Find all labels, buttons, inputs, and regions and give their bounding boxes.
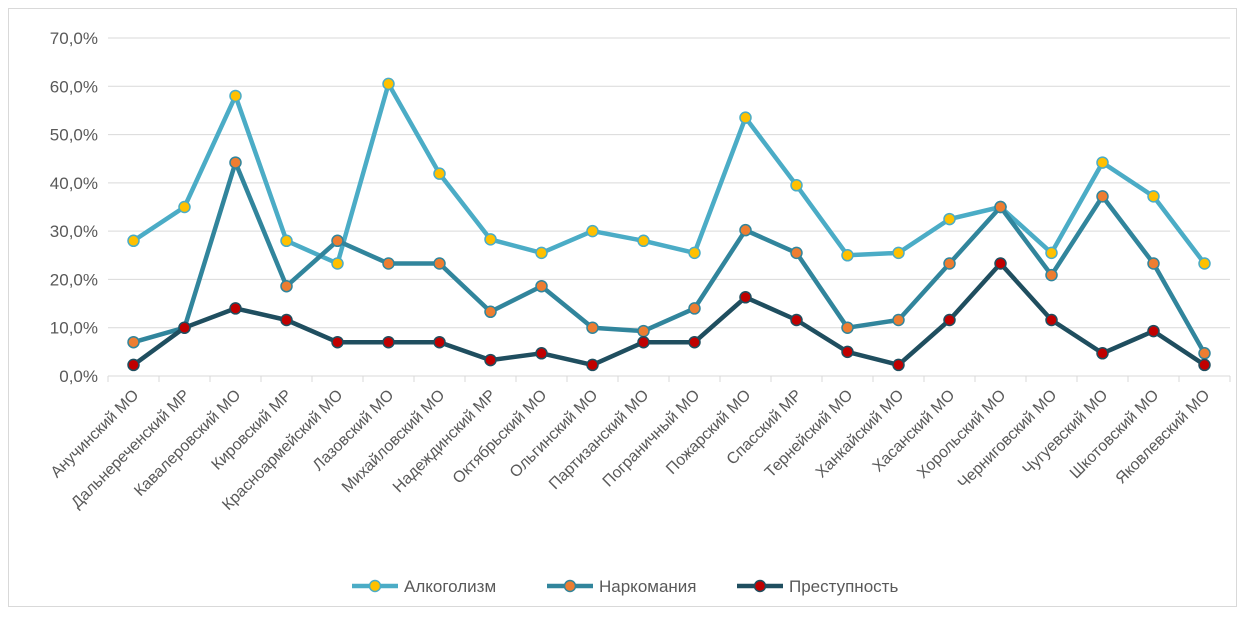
data-point — [1198, 257, 1211, 270]
y-tick-label: 50,0% — [50, 126, 98, 145]
data-point — [280, 279, 293, 293]
legend-item: Алкоголизм — [352, 577, 496, 596]
data-point — [127, 358, 140, 372]
data-point — [331, 257, 344, 270]
series-group — [127, 77, 1211, 270]
data-point — [382, 77, 395, 91]
y-tick-label: 30,0% — [50, 222, 98, 241]
data-point — [943, 257, 956, 270]
data-point — [178, 200, 191, 214]
y-tick-label: 40,0% — [50, 174, 98, 193]
y-tick-label: 10,0% — [50, 319, 98, 338]
data-point — [1147, 257, 1160, 270]
data-point — [739, 291, 752, 304]
data-point — [1045, 268, 1058, 282]
data-point — [586, 321, 599, 334]
data-point — [688, 302, 701, 315]
data-point — [1045, 313, 1058, 327]
series-lines — [127, 77, 1211, 372]
data-point — [535, 347, 548, 360]
data-point — [1198, 347, 1211, 360]
data-point — [841, 345, 854, 359]
series-line — [131, 160, 1207, 356]
data-point — [637, 234, 650, 248]
gridlines — [108, 37, 1230, 377]
legend-marker-swatch — [368, 579, 382, 593]
legend-marker-swatch — [753, 579, 767, 593]
data-point — [433, 257, 446, 270]
chart-border — [8, 8, 1237, 607]
data-point — [280, 313, 293, 327]
data-point — [535, 246, 548, 260]
legend-item: Наркомания — [547, 577, 697, 596]
data-point — [739, 223, 752, 237]
data-point — [586, 358, 599, 372]
y-tick-label: 70,0% — [50, 29, 98, 48]
data-point — [433, 167, 446, 180]
data-point — [994, 200, 1007, 214]
y-tick-label: 0,0% — [59, 367, 98, 386]
data-point — [790, 246, 803, 260]
legend-marker-swatch — [563, 579, 577, 593]
data-point — [841, 321, 854, 334]
data-point — [433, 335, 446, 349]
data-point — [943, 313, 956, 327]
series-group — [127, 156, 1211, 360]
data-point — [382, 257, 395, 270]
data-point — [739, 111, 752, 124]
data-point — [688, 335, 701, 349]
data-point — [688, 246, 701, 260]
y-tick-label: 60,0% — [50, 77, 98, 96]
data-point — [1096, 347, 1109, 360]
data-point — [127, 335, 140, 349]
data-point — [382, 335, 395, 349]
data-point — [229, 302, 242, 315]
data-point — [331, 234, 344, 248]
data-point — [841, 249, 854, 262]
data-point — [484, 305, 497, 319]
data-point — [892, 313, 905, 327]
y-tick-label: 20,0% — [50, 270, 98, 289]
data-point — [1096, 156, 1109, 169]
data-point — [331, 335, 344, 349]
data-point — [1198, 358, 1211, 372]
legend: Алкоголизм Наркомания Преступность — [352, 577, 898, 596]
data-point — [229, 89, 242, 103]
legend-label: Наркомания — [599, 577, 697, 596]
data-point — [1147, 324, 1160, 338]
data-point — [637, 324, 650, 338]
series-line — [131, 261, 1207, 368]
data-point — [178, 321, 191, 334]
series-line — [131, 81, 1207, 266]
data-point — [1045, 246, 1058, 260]
data-point — [484, 353, 497, 367]
legend-item: Преступность — [737, 577, 898, 596]
legend-label: Преступность — [789, 577, 898, 596]
data-point — [586, 224, 599, 238]
data-point — [535, 279, 548, 293]
data-point — [790, 313, 803, 327]
data-point — [484, 233, 497, 246]
data-point — [229, 156, 242, 169]
data-point — [994, 257, 1007, 270]
data-point — [892, 246, 905, 260]
data-point — [1147, 190, 1160, 203]
data-point — [637, 335, 650, 349]
series-group — [127, 257, 1211, 372]
data-point — [892, 358, 905, 372]
data-point — [280, 234, 293, 248]
y-axis-tick-labels: 0,0% 10,0% 20,0% 30,0% 40,0% 50,0% 60,0% 70,0% — [50, 29, 98, 386]
data-point — [127, 234, 140, 248]
legend-label: Алкоголизм — [404, 577, 496, 596]
data-point — [943, 212, 956, 226]
data-point — [1096, 190, 1109, 203]
data-point — [790, 179, 803, 192]
